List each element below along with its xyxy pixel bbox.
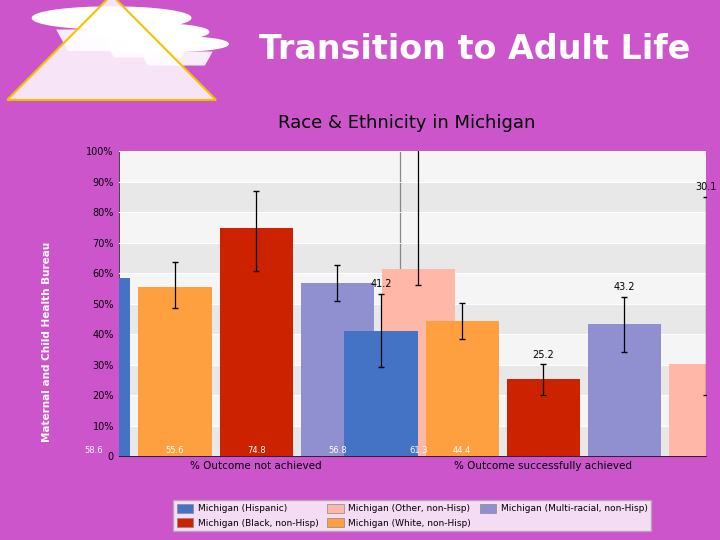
Text: Race & Ethnicity in Michigan: Race & Ethnicity in Michigan — [278, 114, 536, 132]
Bar — [119, 243, 706, 273]
Bar — [119, 426, 706, 456]
Polygon shape — [105, 41, 190, 57]
Bar — [301, 283, 374, 456]
Bar — [58, 278, 130, 456]
Bar — [138, 287, 212, 456]
Text: 55.6: 55.6 — [166, 446, 184, 455]
Polygon shape — [56, 30, 167, 51]
Bar — [119, 181, 706, 212]
Text: 56.8: 56.8 — [328, 446, 346, 455]
Bar — [426, 321, 499, 456]
Bar — [382, 269, 455, 456]
Circle shape — [32, 7, 191, 29]
Bar — [344, 330, 418, 456]
Legend: Michigan (Hispanic), Michigan (Black, non-Hisp), Michigan (Other, non-Hisp), Mic: Michigan (Hispanic), Michigan (Black, no… — [174, 500, 651, 531]
Text: Maternal and Child Health Bureau: Maternal and Child Health Bureau — [42, 242, 52, 442]
Text: 41.2: 41.2 — [370, 279, 392, 289]
Bar — [119, 303, 706, 334]
Text: 44.4: 44.4 — [453, 446, 472, 455]
Circle shape — [125, 37, 228, 51]
Text: Transition to Adult Life: Transition to Adult Life — [259, 33, 690, 66]
Bar — [119, 365, 706, 395]
Text: 25.2: 25.2 — [532, 349, 554, 360]
Text: 30.1: 30.1 — [695, 182, 716, 192]
Bar — [588, 325, 661, 456]
Bar — [507, 380, 580, 456]
Polygon shape — [140, 51, 212, 65]
Bar — [220, 228, 292, 456]
Text: 43.2: 43.2 — [613, 282, 635, 293]
Bar — [669, 364, 720, 456]
Circle shape — [86, 23, 209, 40]
Polygon shape — [7, 0, 216, 100]
Text: 61.3: 61.3 — [409, 446, 428, 455]
Text: 58.6: 58.6 — [84, 446, 103, 455]
Text: 74.8: 74.8 — [247, 446, 266, 455]
